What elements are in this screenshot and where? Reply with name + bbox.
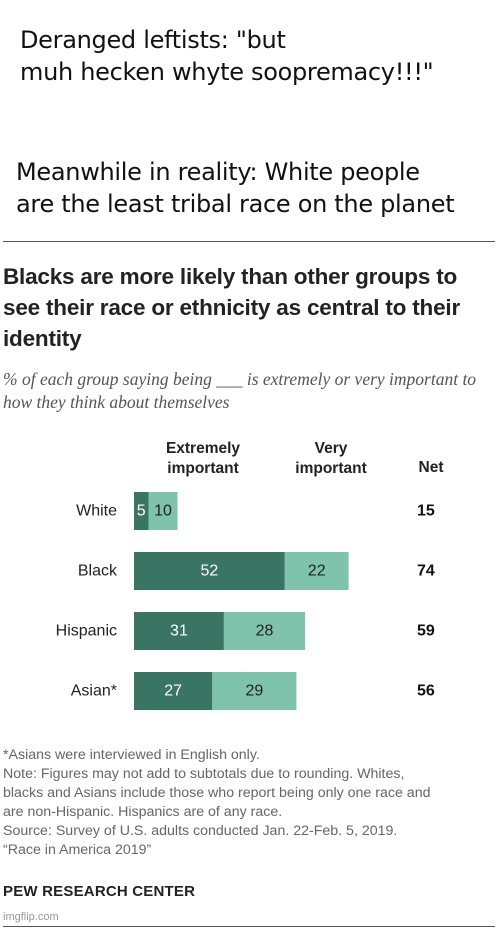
net-value-asian: 56 — [417, 683, 435, 700]
divider — [3, 926, 495, 927]
bar-asian-very-important — [212, 672, 297, 710]
bar-asian-extremely-important — [134, 672, 213, 710]
category-label-white: White — [76, 503, 117, 520]
bar-hispanic-extremely-important — [134, 612, 224, 650]
bar-black-very-important — [284, 552, 349, 590]
data-label-white-very-important: 10 — [154, 503, 172, 520]
category-label-black: Black — [78, 563, 118, 580]
imgflip-watermark: imgflip.com — [3, 911, 59, 923]
meme-bottom-caption: Meanwhile in reality: White people are t… — [16, 158, 455, 218]
data-label-hispanic-extremely-important: 31 — [170, 623, 188, 640]
legend-very-important: Very important — [295, 440, 367, 477]
chart-notes: *Asians were interviewed in English only… — [3, 747, 431, 858]
net-value-white: 15 — [417, 503, 435, 520]
data-label-black-extremely-important: 52 — [201, 563, 219, 580]
stacked-bar-chart: White 5 10 15 Black 52 22 74 Hispanic 31 28 59 Asian… — [56, 492, 435, 710]
bar-white-very-important — [148, 492, 178, 530]
pew-research-center-logo: PEW RESEARCH CENTER — [3, 883, 196, 900]
net-value-black: 74 — [417, 563, 435, 580]
legend-extremely-important: Extremely important — [165, 440, 241, 477]
data-label-black-very-important: 22 — [308, 563, 326, 580]
data-label-hispanic-very-important: 28 — [256, 623, 274, 640]
data-label-asian-very-important: 29 — [245, 683, 263, 700]
chart-subtitle: % of each group saying being ___ is extr… — [3, 369, 477, 412]
meme-top-caption: Deranged leftists: "but muh hecken whyte… — [20, 26, 434, 86]
data-label-asian-extremely-important: 27 — [164, 683, 182, 700]
net-value-hispanic: 59 — [417, 623, 435, 640]
bar-black-extremely-important — [134, 552, 285, 590]
category-label-asian: Asian* — [71, 683, 117, 700]
net-column-header: Net — [418, 459, 444, 476]
chart-title: Blacks are more likely than other groups… — [3, 264, 461, 351]
bar-hispanic-very-important — [223, 612, 306, 650]
bar-white-extremely-important — [134, 492, 149, 530]
divider — [3, 241, 495, 242]
data-label-white-extremely-important: 5 — [137, 503, 146, 520]
category-label-hispanic: Hispanic — [56, 623, 117, 640]
